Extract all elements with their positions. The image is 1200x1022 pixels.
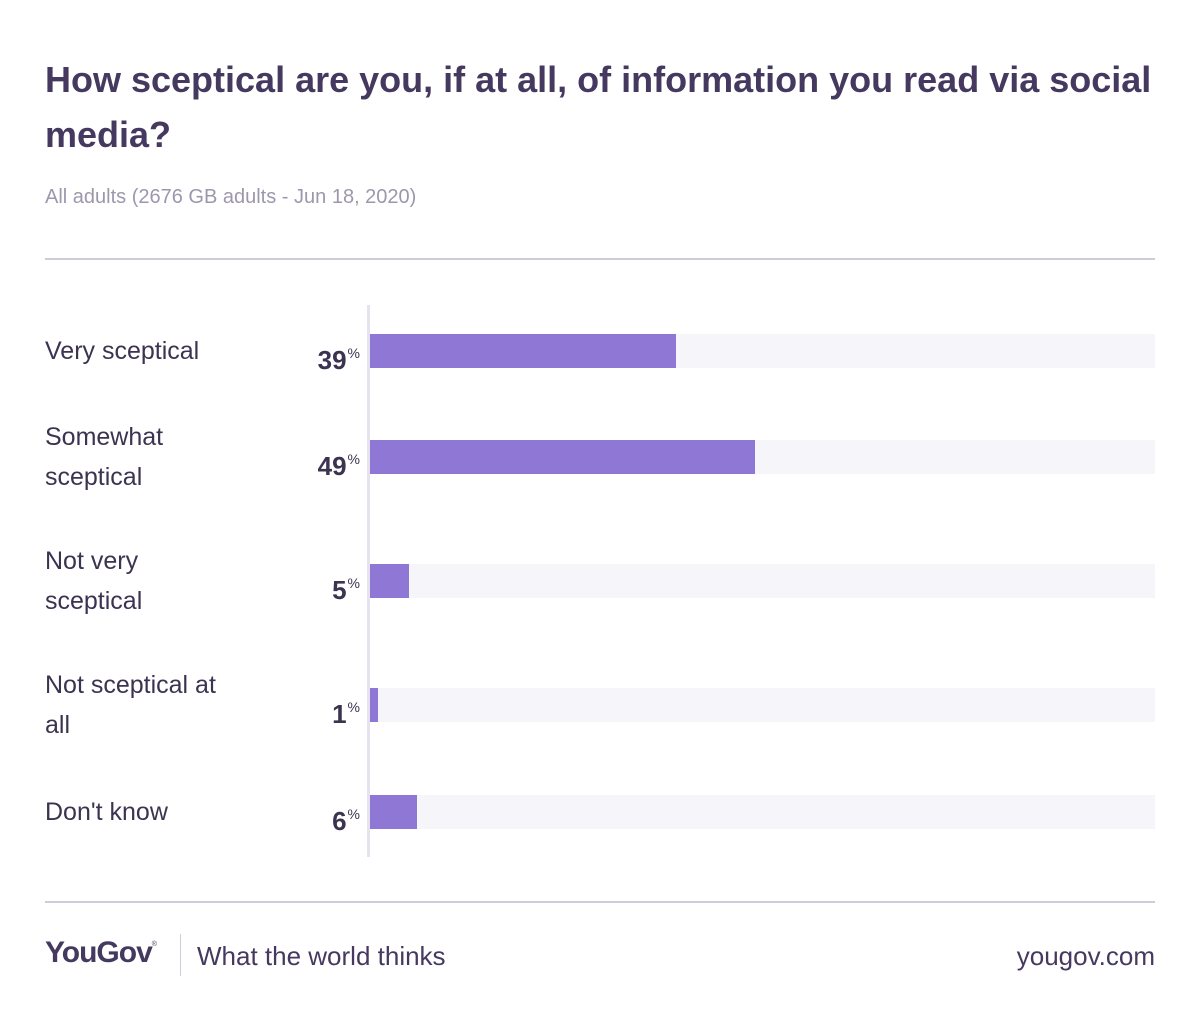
- brand-mark: ®: [151, 941, 157, 948]
- category-label: Not very sceptical: [45, 541, 270, 621]
- bar-track: [370, 795, 1155, 829]
- data-label-unit: %: [347, 699, 360, 715]
- data-label: 49%: [270, 441, 360, 484]
- data-label-value: 49: [317, 451, 347, 481]
- bar: [370, 564, 409, 598]
- data-label-value: 6: [332, 806, 347, 836]
- data-label-unit: %: [347, 806, 360, 822]
- data-label-value: 39: [317, 345, 347, 375]
- data-label-value: 1: [332, 699, 347, 729]
- bar: [370, 688, 378, 722]
- site-link[interactable]: yougov.com: [1016, 941, 1155, 971]
- top-divider: [45, 258, 1155, 260]
- bar-track: [370, 688, 1155, 722]
- bottom-divider: [45, 901, 1155, 903]
- yougov-logo[interactable]: YouGov®: [45, 936, 157, 970]
- chart-subtitle: All adults (2676 GB adults - Jun 18, 202…: [45, 186, 417, 208]
- data-label: 5%: [270, 565, 360, 608]
- category-label-line: Not very: [45, 547, 139, 575]
- chart-title: How sceptical are you, if at all, of inf…: [45, 59, 1152, 155]
- category-label-line: Not sceptical at: [45, 671, 216, 699]
- bar-track: [370, 334, 1155, 368]
- bar: [370, 440, 755, 474]
- category-label-line: all: [45, 711, 71, 739]
- category-label-line: Somewhat: [45, 423, 164, 451]
- data-label-unit: %: [347, 451, 360, 467]
- data-label: 39%: [270, 335, 360, 378]
- category-label-line: Very sceptical: [45, 337, 200, 365]
- data-label-unit: %: [347, 345, 360, 361]
- bar: [370, 334, 676, 368]
- brand-name: YouGov: [45, 936, 153, 969]
- axis-line: [367, 305, 370, 857]
- footer-divider: [180, 934, 181, 976]
- category-label-line: Don't know: [45, 798, 168, 826]
- category-label: Very sceptical: [45, 331, 270, 371]
- tagline: What the world thinks: [197, 941, 446, 971]
- category-label-line: sceptical: [45, 463, 143, 491]
- category-label-line: sceptical: [45, 587, 143, 615]
- data-label: 1%: [270, 689, 360, 732]
- data-label-value: 5: [332, 575, 347, 605]
- bar-track: [370, 564, 1155, 598]
- data-label: 6%: [270, 796, 360, 839]
- category-label: Don't know: [45, 792, 270, 832]
- category-label: Not sceptical at all: [45, 665, 270, 745]
- category-label: Somewhat sceptical: [45, 417, 270, 497]
- bar-track: [370, 440, 1155, 474]
- bar: [370, 795, 417, 829]
- data-label-unit: %: [347, 575, 360, 591]
